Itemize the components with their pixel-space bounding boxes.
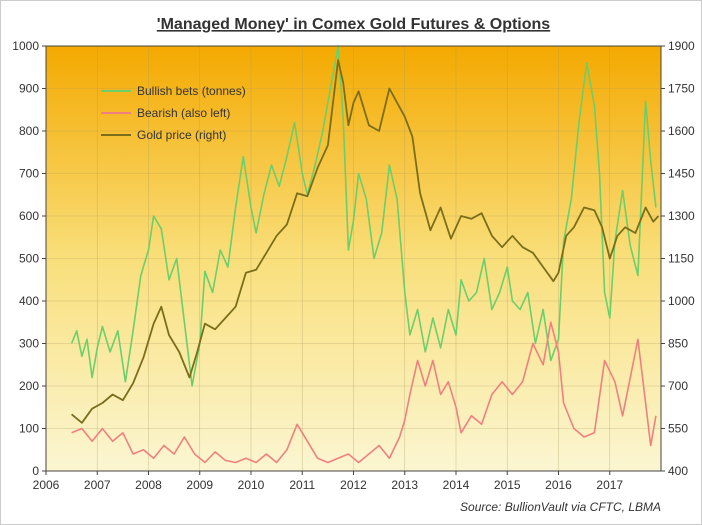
xlabel: 2008: [135, 478, 162, 492]
ylabel-left: 500: [19, 252, 39, 266]
ylabel-left: 400: [19, 294, 39, 308]
ylabel-left: 200: [19, 379, 39, 393]
ylabel-right: 1000: [668, 294, 695, 308]
ylabel-right: 1150: [668, 252, 694, 266]
xlabel: 2009: [186, 478, 213, 492]
chart-source: Source: BullionVault via CFTC, LBMA: [460, 500, 661, 514]
legend-label: Bullish bets (tonnes): [137, 84, 246, 98]
xlabel: 2010: [238, 478, 265, 492]
xlabel: 2015: [494, 478, 521, 492]
xlabel: 2012: [340, 478, 367, 492]
ylabel-left: 700: [19, 167, 39, 181]
ylabel-left: 800: [19, 124, 39, 138]
ylabel-left: 600: [19, 209, 39, 223]
xlabel: 2007: [84, 478, 111, 492]
ylabel-right: 400: [668, 464, 688, 478]
ylabel-right: 1450: [668, 167, 695, 181]
legend-label: Gold price (right): [137, 128, 226, 142]
xlabel: 2014: [443, 478, 470, 492]
ylabel-right: 1900: [668, 39, 695, 53]
xlabel: 2016: [545, 478, 572, 492]
ylabel-right: 850: [668, 337, 688, 351]
chart-svg: 0 100 200 300 400 500 600 700 800 900 1000 400 550 70…: [1, 1, 701, 524]
legend-label: Bearish (also left): [137, 106, 230, 120]
ylabel-right: 550: [668, 422, 688, 436]
ylabel-left: 300: [19, 337, 39, 351]
ylabel-left: 900: [19, 82, 39, 96]
chart-title: 'Managed Money' in Comex Gold Futures & …: [157, 16, 551, 33]
ylabel-left: 1000: [12, 39, 39, 53]
xlabel: 2017: [596, 478, 623, 492]
ylabel-left: 100: [19, 422, 39, 436]
chart-container: 0 100 200 300 400 500 600 700 800 900 1000 400 550 70…: [0, 0, 702, 525]
ylabel-right: 700: [668, 379, 688, 393]
ylabel-right: 1600: [668, 124, 695, 138]
ylabel-right: 1300: [668, 209, 695, 223]
xlabel: 2013: [391, 478, 418, 492]
ylabel-left: 0: [32, 464, 39, 478]
xlabel: 2011: [289, 478, 315, 492]
ylabel-right: 1750: [668, 82, 695, 96]
xlabel: 2006: [33, 478, 60, 492]
